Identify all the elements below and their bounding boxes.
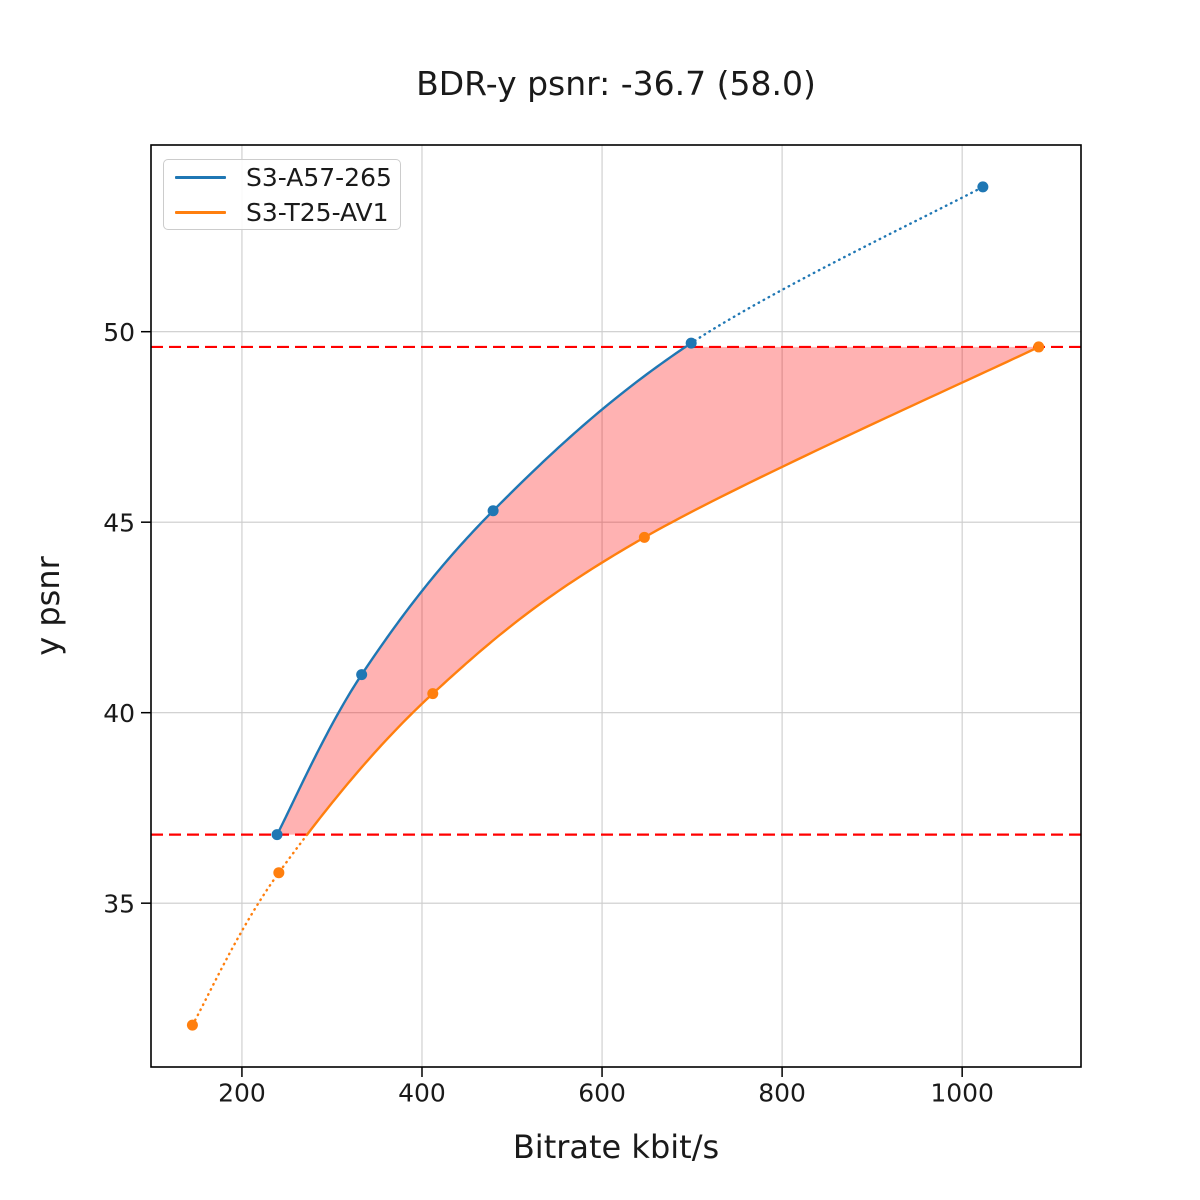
- data-point-marker: [1033, 341, 1045, 353]
- y-tick-label: 40: [103, 699, 135, 728]
- x-tick-label: 200: [218, 1078, 266, 1107]
- data-point-marker: [685, 337, 697, 349]
- y-tick-label: 35: [103, 890, 135, 919]
- series-curve-dotted-S3-T25-AV1: [191, 833, 309, 1027]
- data-point-marker: [977, 181, 989, 193]
- x-axis-label: Bitrate kbit/s: [512, 1128, 720, 1166]
- gridlines: [151, 145, 1081, 1067]
- series-curve-solid-S3-T25-AV1: [306, 345, 1040, 836]
- legend-entry-s3-a57-265: S3-A57-265: [175, 164, 400, 190]
- y-axis-label: y psnr: [29, 556, 67, 656]
- x-tick-label: 400: [398, 1078, 446, 1107]
- x-tick-label: 600: [578, 1078, 626, 1107]
- legend-entry-s3-t25-av1: S3-T25-AV1: [175, 199, 400, 225]
- series-curve-solid-S3-A57-265: [275, 345, 687, 836]
- axis-ticks: 200 400 600 800 1000 35 40 45 50: [103, 318, 994, 1107]
- data-point-marker: [427, 688, 439, 700]
- legend-label: S3-T25-AV1: [246, 197, 389, 227]
- data-point-marker: [273, 867, 285, 879]
- data-point-marker: [638, 531, 650, 543]
- series-curve-dotted-S3-A57-265: [684, 185, 985, 349]
- data-point-marker: [487, 505, 499, 517]
- bd-shaded-region: [277, 346, 1039, 835]
- plot-border: [150, 144, 1082, 1068]
- x-tick-label: 1000: [930, 1078, 994, 1107]
- x-tick-label: 800: [758, 1078, 806, 1107]
- markers-S3-A57-265: [271, 181, 989, 841]
- chart-title: BDR-y psnr: -36.7 (58.0): [416, 64, 816, 103]
- legend-label: S3-A57-265: [246, 162, 392, 192]
- y-tick-label: 45: [103, 509, 135, 538]
- markers-S3-T25-AV1: [186, 341, 1045, 1031]
- data-point-marker: [186, 1019, 198, 1031]
- y-tick-label: 50: [103, 318, 135, 347]
- data-point-marker: [356, 669, 368, 681]
- legend: S3-A57-265 S3-T25-AV1: [163, 159, 401, 230]
- legend-line-sample-orange: [175, 210, 226, 214]
- data-point-marker: [271, 829, 283, 841]
- legend-line-sample-blue: [175, 175, 226, 179]
